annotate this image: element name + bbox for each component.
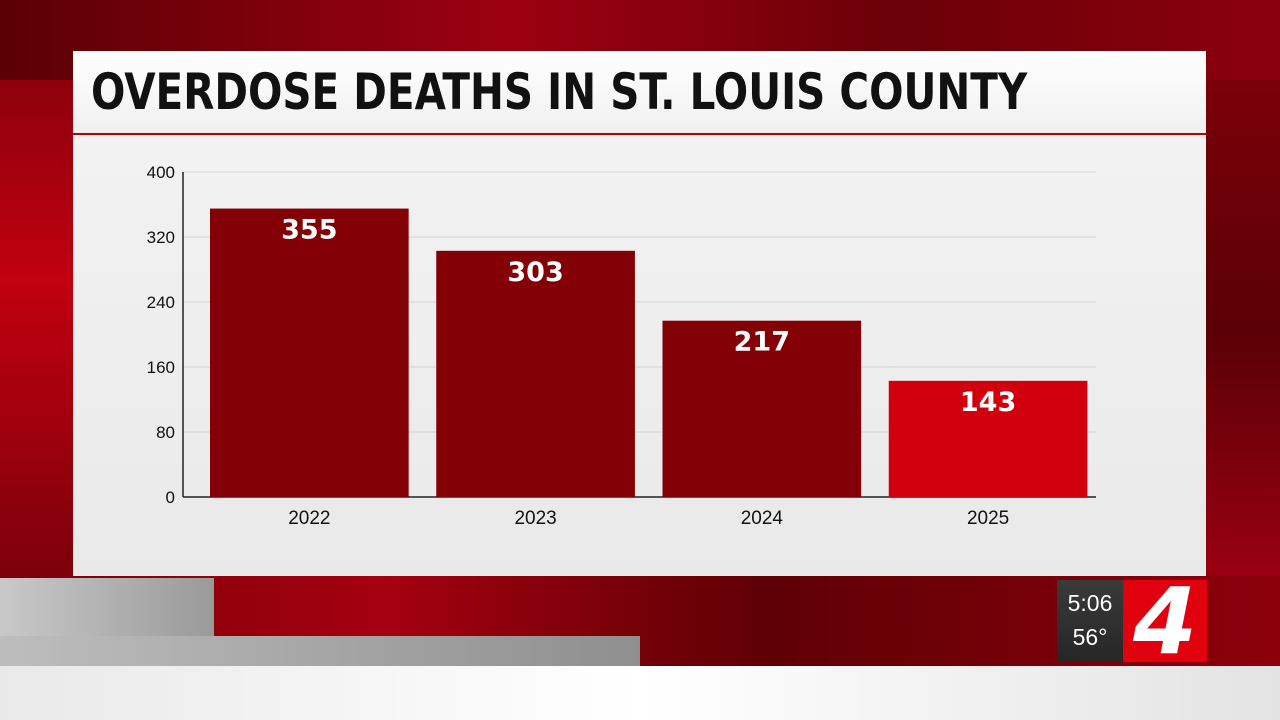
y-tick-label: 240 bbox=[147, 293, 175, 312]
y-tick-label: 320 bbox=[147, 228, 175, 247]
clock-time: 5:06 bbox=[1067, 590, 1113, 616]
bar-2023 bbox=[436, 250, 635, 497]
lower-third-gray-bar bbox=[0, 578, 214, 636]
x-category-label: 2025 bbox=[967, 508, 1009, 529]
bar-value-label: 355 bbox=[281, 215, 337, 246]
lower-third-gray-strip bbox=[0, 636, 640, 666]
x-category-label: 2024 bbox=[741, 508, 784, 529]
station-logo-number: 4 bbox=[1132, 568, 1197, 675]
bar-2024 bbox=[662, 320, 862, 497]
y-tick-label: 400 bbox=[147, 163, 175, 182]
bar-2025 bbox=[888, 380, 1088, 497]
station-bug-time-box: 5:06 56° bbox=[1057, 580, 1123, 662]
bar-chart: 0 80 160 240 320 400 355 2022 303 2023 217 2024 143 2… bbox=[147, 163, 1096, 529]
chart-title: OVERDOSE DEATHS IN ST. LOUIS COUNTY bbox=[91, 63, 1028, 121]
y-tick-label: 80 bbox=[156, 423, 175, 442]
lower-third-white-bar bbox=[0, 666, 1280, 720]
y-tick-label: 0 bbox=[166, 488, 175, 507]
label-layer: 0 80 160 240 320 400 355 2022 303 2023 217 2024 143 2… bbox=[147, 163, 1017, 529]
temperature: 56° bbox=[1072, 624, 1108, 650]
bar-layer bbox=[210, 208, 1088, 497]
x-category-label: 2023 bbox=[514, 508, 556, 529]
y-tick-label: 160 bbox=[147, 358, 175, 377]
graphic-panel: OVERDOSE DEATHS IN ST. LOUIS COUNTY 0 80 1… bbox=[73, 51, 1206, 576]
station-logo: 4 bbox=[1123, 572, 1207, 672]
x-category-label: 2022 bbox=[288, 508, 330, 529]
bar-value-label: 303 bbox=[507, 257, 563, 288]
bar-value-label: 143 bbox=[960, 387, 1016, 418]
bar-value-label: 217 bbox=[734, 327, 790, 358]
title-bar: OVERDOSE DEATHS IN ST. LOUIS COUNTY bbox=[73, 51, 1206, 135]
bar-2022 bbox=[210, 208, 409, 497]
